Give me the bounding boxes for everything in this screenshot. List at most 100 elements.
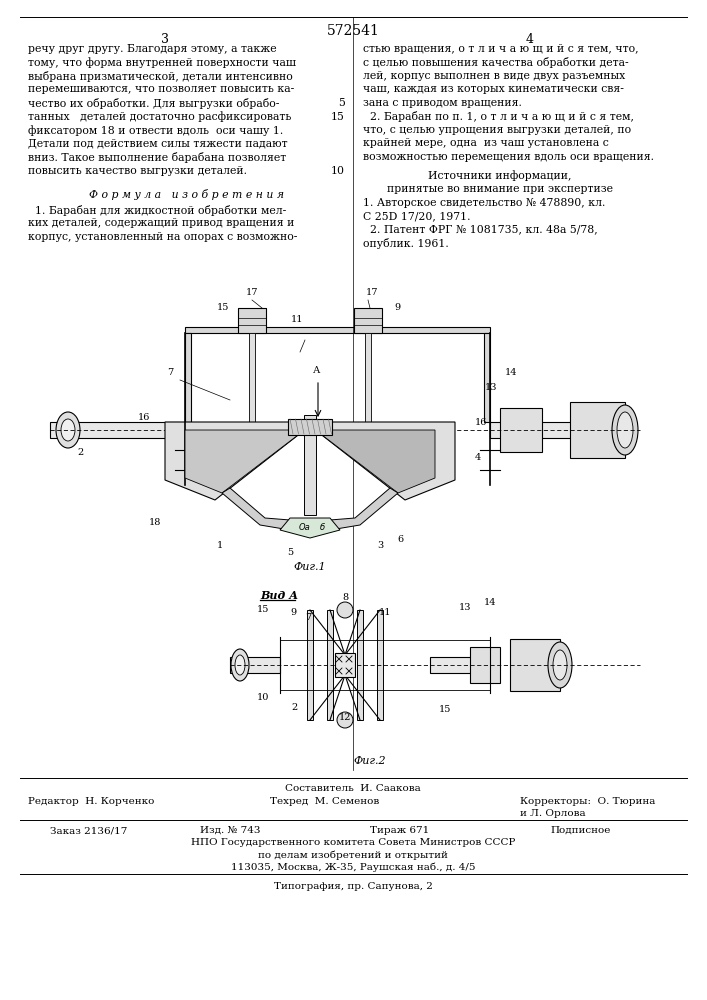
Ellipse shape bbox=[617, 412, 633, 448]
Text: Редактор  Н. Корченко: Редактор Н. Корченко bbox=[28, 797, 154, 806]
Text: б: б bbox=[320, 524, 325, 532]
Text: танных   деталей достаточно расфиксировать: танных деталей достаточно расфиксировать bbox=[28, 111, 291, 122]
Text: 4: 4 bbox=[475, 453, 481, 462]
Bar bbox=[50, 422, 180, 438]
Text: возможностью перемещения вдоль оси вращения.: возможностью перемещения вдоль оси враще… bbox=[363, 152, 654, 162]
Bar bbox=[185, 327, 490, 333]
Text: 1: 1 bbox=[217, 541, 223, 550]
Text: 5: 5 bbox=[287, 548, 293, 557]
Text: опублик. 1961.: опублик. 1961. bbox=[363, 238, 449, 249]
Bar bbox=[238, 308, 266, 333]
Polygon shape bbox=[280, 518, 340, 538]
Bar bbox=[230, 657, 280, 673]
Text: 7: 7 bbox=[167, 368, 173, 377]
Text: 3: 3 bbox=[377, 541, 383, 550]
Text: 15: 15 bbox=[217, 303, 229, 312]
Text: 8: 8 bbox=[342, 593, 348, 602]
Bar bbox=[185, 333, 191, 422]
Text: 11: 11 bbox=[379, 608, 391, 617]
Text: 4: 4 bbox=[526, 33, 534, 46]
Text: стью вращения, о т л и ч а ю щ и й с я тем, что,: стью вращения, о т л и ч а ю щ и й с я т… bbox=[363, 44, 638, 54]
Ellipse shape bbox=[235, 655, 245, 675]
Polygon shape bbox=[330, 488, 398, 530]
Bar bbox=[249, 333, 255, 422]
Text: с целью повышения качества обработки дета-: с целью повышения качества обработки дет… bbox=[363, 57, 629, 68]
Text: 15: 15 bbox=[257, 605, 269, 614]
Text: чаш, каждая из которых кинематически свя-: чаш, каждая из которых кинематически свя… bbox=[363, 85, 624, 95]
Text: повысить качество выгрузки деталей.: повысить качество выгрузки деталей. bbox=[28, 165, 247, 176]
Text: Фиг.1: Фиг.1 bbox=[293, 562, 327, 572]
Text: и Л. Орлова: и Л. Орлова bbox=[520, 809, 585, 818]
Text: выбрана призматической, детали интенсивно: выбрана призматической, детали интенсивн… bbox=[28, 71, 293, 82]
Text: что, с целью упрощения выгрузки деталей, по: что, с целью упрощения выгрузки деталей,… bbox=[363, 125, 631, 135]
Text: Оа: Оа bbox=[299, 524, 311, 532]
Text: 16: 16 bbox=[138, 413, 150, 422]
Ellipse shape bbox=[231, 649, 249, 681]
Text: Техред  М. Семенов: Техред М. Семенов bbox=[270, 797, 379, 806]
Text: 13: 13 bbox=[459, 603, 472, 612]
Polygon shape bbox=[322, 430, 435, 493]
Ellipse shape bbox=[56, 412, 80, 448]
Text: Ф о р м у л а   и з о б р е т е н и я: Ф о р м у л а и з о б р е т е н и я bbox=[90, 189, 284, 200]
Text: Составитель  И. Саакова: Составитель И. Саакова bbox=[285, 784, 421, 793]
Text: НПО Государственного комитета Совета Министров СССР: НПО Государственного комитета Совета Мин… bbox=[191, 838, 515, 847]
Bar bbox=[354, 308, 382, 333]
Text: 9: 9 bbox=[290, 608, 296, 617]
Bar bbox=[470, 647, 500, 683]
Text: 17: 17 bbox=[246, 288, 258, 297]
Bar bbox=[430, 657, 480, 673]
Text: 5: 5 bbox=[338, 98, 345, 108]
Text: фиксатором 18 и отвести вдоль  оси чашу 1.: фиксатором 18 и отвести вдоль оси чашу 1… bbox=[28, 125, 284, 136]
Text: по делам изобретений и открытий: по делам изобретений и открытий bbox=[258, 850, 448, 859]
Bar bbox=[484, 333, 490, 422]
Text: Типография, пр. Сапунова, 2: Типография, пр. Сапунова, 2 bbox=[274, 882, 433, 891]
Text: чество их обработки. Для выгрузки обрабо-: чество их обработки. Для выгрузки обрабо… bbox=[28, 98, 279, 109]
Text: 2. Барабан по п. 1, о т л и ч а ю щ и й с я тем,: 2. Барабан по п. 1, о т л и ч а ю щ и й … bbox=[363, 111, 634, 122]
Bar bbox=[304, 415, 316, 515]
Text: 1. Барабан для жидкостной обработки мел-: 1. Барабан для жидкостной обработки мел- bbox=[28, 205, 286, 216]
Text: Вид А: Вид А bbox=[260, 590, 298, 601]
Polygon shape bbox=[185, 430, 298, 493]
Text: речу друг другу. Благодаря этому, а также: речу друг другу. Благодаря этому, а такж… bbox=[28, 44, 276, 54]
Text: Заказ 2136/17: Заказ 2136/17 bbox=[50, 826, 127, 835]
Text: вниз. Такое выполнение барабана позволяет: вниз. Такое выполнение барабана позволяе… bbox=[28, 152, 286, 163]
Ellipse shape bbox=[612, 405, 638, 455]
Text: перемешиваются, что позволяет повысить ка-: перемешиваются, что позволяет повысить к… bbox=[28, 85, 294, 95]
Text: 18: 18 bbox=[148, 518, 161, 527]
Bar bbox=[335, 653, 355, 677]
Bar bbox=[500, 408, 542, 452]
Bar bbox=[288, 419, 332, 435]
Bar bbox=[510, 639, 560, 691]
Text: корпус, установленный на опорах с возможно-: корпус, установленный на опорах с возмож… bbox=[28, 232, 298, 242]
Text: лей, корпус выполнен в виде двух разъемных: лей, корпус выполнен в виде двух разъемн… bbox=[363, 71, 625, 81]
Text: Изд. № 743: Изд. № 743 bbox=[200, 826, 260, 835]
Text: 3: 3 bbox=[161, 33, 169, 46]
Text: 16: 16 bbox=[475, 418, 487, 427]
Text: 2: 2 bbox=[77, 448, 83, 457]
Text: зана с приводом вращения.: зана с приводом вращения. bbox=[363, 98, 522, 108]
Bar bbox=[365, 333, 371, 422]
Text: ких деталей, содержащий привод вращения и: ких деталей, содержащий привод вращения … bbox=[28, 219, 294, 229]
Text: А: А bbox=[313, 366, 320, 375]
Text: 10: 10 bbox=[257, 693, 269, 702]
Polygon shape bbox=[222, 488, 290, 530]
Text: 572541: 572541 bbox=[327, 24, 380, 38]
Polygon shape bbox=[165, 422, 302, 500]
Circle shape bbox=[337, 712, 353, 728]
Ellipse shape bbox=[553, 650, 567, 680]
Text: 12: 12 bbox=[339, 713, 351, 722]
Text: Корректоры:  О. Тюрина: Корректоры: О. Тюрина bbox=[520, 797, 655, 806]
Text: крайней мере, одна  из чаш установлена с: крайней мере, одна из чаш установлена с bbox=[363, 138, 609, 148]
Text: 6: 6 bbox=[397, 535, 403, 544]
Circle shape bbox=[337, 602, 353, 618]
Text: 10: 10 bbox=[331, 165, 345, 176]
Text: Фиг.2: Фиг.2 bbox=[354, 756, 386, 766]
Text: 1. Авторское свидетельство № 478890, кл.: 1. Авторское свидетельство № 478890, кл. bbox=[363, 198, 605, 208]
Bar bbox=[377, 610, 383, 720]
Text: 7: 7 bbox=[305, 613, 311, 622]
Text: Тираж 671: Тираж 671 bbox=[370, 826, 429, 835]
Text: Источники информации,: Источники информации, bbox=[428, 170, 572, 181]
Text: 14: 14 bbox=[484, 598, 496, 607]
Text: 15: 15 bbox=[439, 705, 451, 714]
Text: 113035, Москва, Ж-35, Раушская наб., д. 4/5: 113035, Москва, Ж-35, Раушская наб., д. … bbox=[230, 862, 475, 871]
